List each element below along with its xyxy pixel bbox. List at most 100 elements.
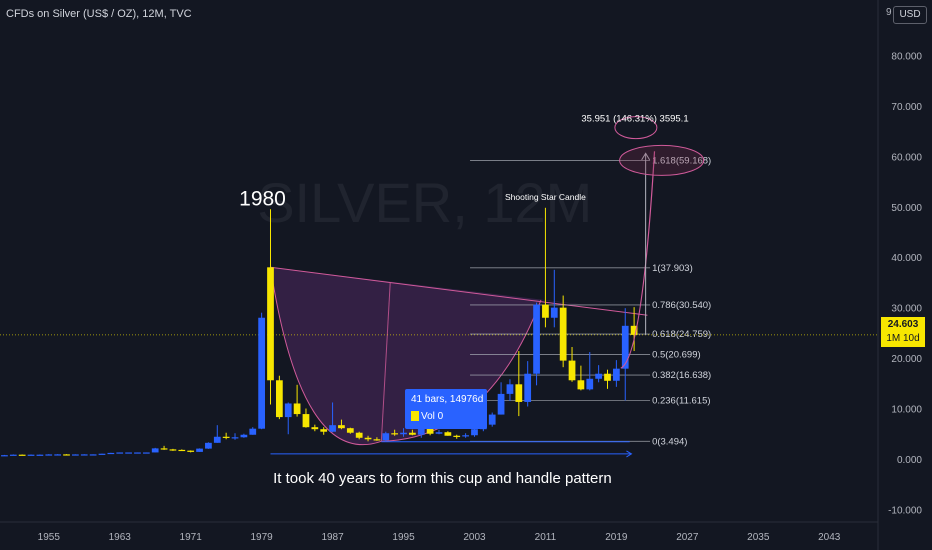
candle-body <box>80 454 88 456</box>
last-price-value: 24.603 <box>887 319 919 330</box>
candle-body <box>497 393 505 415</box>
candle-body <box>222 436 230 438</box>
candle-body <box>320 429 328 432</box>
candle-body <box>488 414 496 425</box>
y-tick-label: 20.000 <box>891 354 922 365</box>
candle-body <box>36 454 44 456</box>
watermark-text: SILVER, 12M <box>257 171 592 234</box>
fib-level-label: 1(37.903) <box>652 263 693 274</box>
candle-body <box>435 432 443 434</box>
candle-body <box>72 454 79 456</box>
fib-level-label: 0.786(30.540) <box>652 300 711 311</box>
x-tick-label: 1963 <box>109 532 132 543</box>
candle-body <box>391 433 399 435</box>
candle-body <box>18 454 26 456</box>
measure-vol-text: Vol 0 <box>421 411 444 422</box>
candle-body <box>506 384 514 394</box>
currency-button[interactable]: USD <box>893 6 927 24</box>
y-tick-label: 40.000 <box>891 253 922 264</box>
x-tick-label: 1955 <box>38 532 61 543</box>
candle-body <box>258 317 265 429</box>
candle-body <box>400 432 407 435</box>
candle-body <box>63 454 70 456</box>
candle-body <box>134 452 141 454</box>
candle-body <box>89 454 97 456</box>
candle-body <box>311 427 319 430</box>
candle-body <box>160 448 168 450</box>
candle-body <box>125 452 132 454</box>
candle-body <box>249 428 257 435</box>
fib-level-label: 0.236(11.615) <box>652 395 710 406</box>
candle-body <box>542 304 549 318</box>
candle-body <box>630 325 638 335</box>
candle-body <box>240 434 248 438</box>
y-tick-label: -10.000 <box>888 505 922 516</box>
candle-body <box>462 435 469 437</box>
chart-header: CFDs on Silver (US$ / OZ), 12M, TVC <box>6 8 192 20</box>
fib-level-label: 1.618(59.168) <box>652 156 711 167</box>
last-price-tag: 24.603 1M 10d <box>881 317 925 347</box>
candle-body <box>1 455 8 457</box>
candle-body <box>533 304 540 374</box>
candle-body <box>107 452 115 455</box>
measure-tooltip: 41 bars, 14976d Vol 0 <box>405 389 487 429</box>
target-ellipse <box>619 144 705 176</box>
candle-body <box>329 425 336 432</box>
candle-body <box>45 454 53 456</box>
candle-body <box>373 439 381 441</box>
candle-body <box>151 448 159 453</box>
x-tick-label: 2027 <box>676 532 699 543</box>
candle-body <box>559 307 567 361</box>
candle-body <box>568 360 576 381</box>
candle-body <box>338 425 345 429</box>
x-tick-label: 1987 <box>321 532 344 543</box>
fib-level-label: 0(3.494) <box>652 436 687 447</box>
rim-trendline <box>270 266 648 316</box>
projection-label: 35.951 (146.31%) 3595.1 <box>581 114 688 125</box>
candle-body <box>116 452 124 454</box>
candle-body <box>293 403 301 415</box>
x-tick-label: 2019 <box>605 532 628 543</box>
candle-body <box>586 378 594 390</box>
candle-body <box>267 267 274 381</box>
y-tick-label: 0.000 <box>897 455 922 466</box>
candle-body <box>169 449 177 451</box>
cup-area <box>270 267 635 445</box>
x-tick-label: 1979 <box>251 532 274 543</box>
candle-body <box>417 428 425 435</box>
measure-bars-text: 41 bars, 14976d <box>411 394 484 405</box>
candle-body <box>515 384 523 402</box>
y-tick-label: 30.000 <box>891 304 922 315</box>
cup-divider <box>380 282 391 442</box>
candle-body <box>275 380 283 418</box>
candle-body <box>9 454 17 456</box>
candle-body <box>196 448 203 452</box>
candle-body <box>577 380 585 390</box>
corner-digit: 9 <box>886 7 892 18</box>
projection-curve <box>620 151 656 369</box>
fib-level-label: 0.5(20.699) <box>652 350 701 361</box>
candle-body <box>205 442 212 449</box>
candle-body <box>444 432 452 436</box>
candle-body <box>284 403 292 418</box>
x-tick-label: 2035 <box>747 532 770 543</box>
y-tick-label: 60.000 <box>891 152 922 163</box>
candle-body <box>187 450 195 452</box>
candle-body <box>382 433 390 441</box>
shooting-star-label: Shooting Star Candle <box>505 192 586 202</box>
candle-body <box>621 325 629 369</box>
candle-body <box>355 432 363 438</box>
candle-body <box>54 454 62 456</box>
candle-body <box>213 436 221 443</box>
y-tick-label: 50.000 <box>891 203 922 214</box>
candle-body <box>409 432 416 435</box>
x-tick-label: 1995 <box>392 532 415 543</box>
percent-ellipse <box>614 116 658 140</box>
candle-body <box>453 435 461 437</box>
y-tick-label: 80.000 <box>891 51 922 62</box>
y-tick-label: 70.000 <box>891 102 922 113</box>
y-tick-label: 10.000 <box>891 405 922 416</box>
volume-icon <box>411 411 419 421</box>
